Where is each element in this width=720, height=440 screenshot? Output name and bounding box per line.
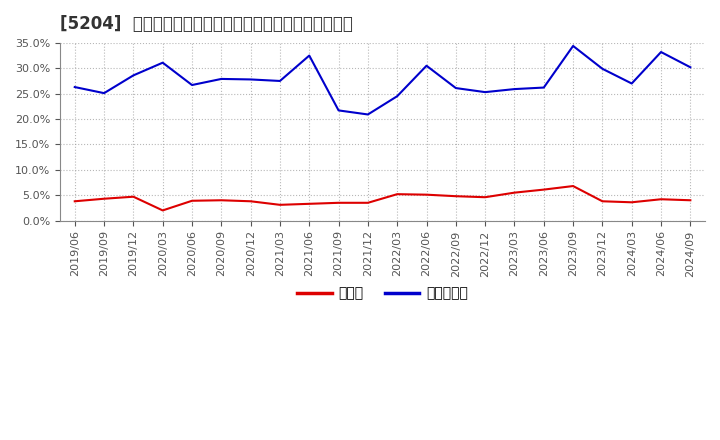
現顔金 (129, 194, 138, 199)
現顔金 (510, 190, 519, 195)
有利子負債 (422, 63, 431, 68)
有利子負債 (305, 53, 314, 58)
現顔金 (686, 198, 695, 203)
有利子負債 (334, 108, 343, 113)
Text: [5204]  現顔金、有利子負債の総資産に対する比率の推移: [5204] 現顔金、有利子負債の総資産に対する比率の推移 (60, 15, 353, 33)
有利子負債 (158, 60, 167, 65)
Line: 有利子負債: 有利子負債 (75, 46, 690, 114)
現顔金 (422, 192, 431, 197)
現顔金 (569, 183, 577, 189)
現顔金 (71, 198, 79, 204)
有利子負債 (100, 91, 109, 96)
現顔金 (451, 194, 460, 199)
Line: 現顔金: 現顔金 (75, 186, 690, 210)
有利子負債 (598, 66, 607, 71)
有利子負債 (276, 78, 284, 84)
有利子負債 (481, 89, 490, 95)
有利子負債 (657, 49, 665, 55)
有利子負債 (129, 73, 138, 78)
現顔金 (539, 187, 548, 192)
現顔金 (598, 198, 607, 204)
有利子負債 (217, 76, 225, 81)
有利子負債 (451, 85, 460, 91)
有利子負債 (364, 112, 372, 117)
有利子負債 (569, 43, 577, 48)
有利子負債 (188, 82, 197, 88)
現顔金 (100, 196, 109, 202)
現顔金 (217, 198, 225, 203)
有利子負債 (539, 85, 548, 90)
現顔金 (305, 201, 314, 206)
現顔金 (246, 198, 255, 204)
Legend: 現顔金, 有利子負債: 現顔金, 有利子負債 (292, 281, 474, 306)
現顔金 (657, 197, 665, 202)
現顔金 (188, 198, 197, 203)
現顔金 (158, 208, 167, 213)
現顔金 (334, 200, 343, 205)
現顔金 (481, 194, 490, 200)
有利子負債 (627, 81, 636, 86)
有利子負債 (246, 77, 255, 82)
現顔金 (276, 202, 284, 208)
現顔金 (627, 200, 636, 205)
有利子負債 (510, 86, 519, 92)
現顔金 (364, 200, 372, 205)
有利子負債 (686, 65, 695, 70)
有利子負債 (71, 84, 79, 90)
現顔金 (393, 191, 402, 197)
有利子負債 (393, 94, 402, 99)
